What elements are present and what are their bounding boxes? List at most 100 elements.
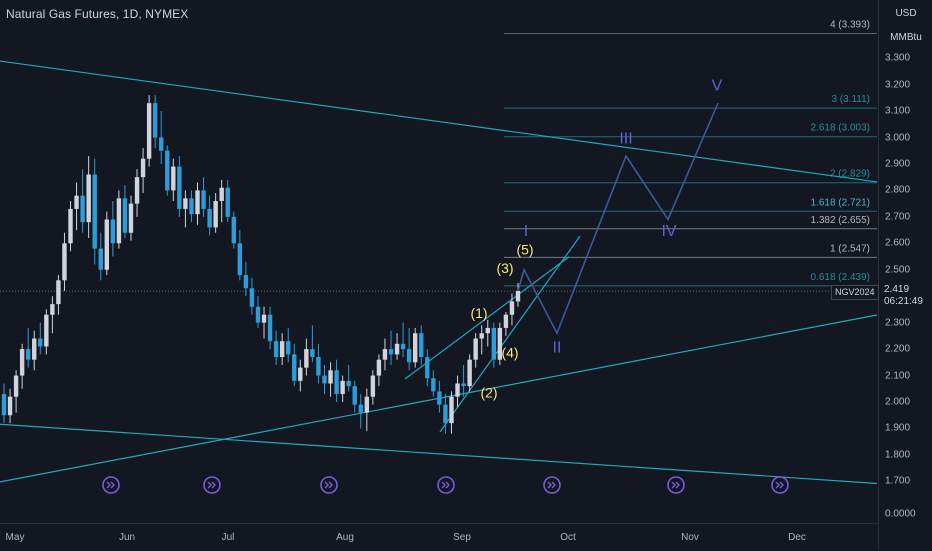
price-tick-label: 3.200 — [885, 79, 911, 91]
event-marker-icon[interactable] — [543, 476, 561, 494]
candle — [68, 200, 73, 252]
candle-body — [406, 349, 412, 363]
time-tick-label: May — [5, 532, 25, 543]
candle-body — [304, 349, 309, 368]
candle-body — [364, 396, 370, 413]
candle-body — [38, 338, 43, 347]
event-marker-ring — [667, 476, 685, 494]
candle-body — [189, 198, 194, 215]
time-tick-label: Dec — [788, 532, 806, 543]
event-marker-icon[interactable] — [667, 476, 685, 494]
fib-level-label: 2.618 (3.003) — [811, 123, 871, 134]
candle-body — [328, 370, 333, 384]
candle-body — [231, 216, 236, 244]
candle — [479, 325, 484, 355]
price-chart[interactable]: 4 (3.393) 3 (3.111) 2.618 (3.003) 2 (2.829)… — [0, 0, 878, 523]
price-tick-label: 1.700 — [885, 475, 911, 487]
candle — [515, 282, 521, 307]
candle-body — [273, 341, 279, 358]
event-marker-icon[interactable] — [320, 476, 338, 494]
candle — [32, 330, 37, 371]
trendline — [0, 423, 878, 485]
candle-body — [382, 349, 388, 360]
candle — [116, 190, 122, 249]
candle — [140, 148, 146, 194]
candle-body — [322, 375, 327, 384]
event-marker-icon[interactable] — [771, 476, 789, 494]
candle — [152, 95, 158, 149]
candle-body — [44, 314, 49, 347]
fib-level-label: 1.618 (2.721) — [811, 197, 871, 208]
price-tick-label: 2.200 — [885, 343, 911, 355]
candle-body — [110, 219, 116, 244]
candle-body — [376, 359, 382, 376]
time-tick-label: Sep — [453, 532, 471, 543]
candlesticks — [1, 95, 521, 434]
candle — [443, 394, 448, 434]
price-tick-label: 0.0000 — [885, 508, 916, 520]
candle-body — [316, 357, 321, 376]
candle — [50, 296, 55, 334]
candle — [92, 158, 97, 265]
candle-body — [195, 190, 200, 215]
price-tick-label: 2.100 — [885, 370, 911, 382]
event-marker-chevrons — [671, 481, 680, 489]
candle-body — [183, 198, 188, 209]
candle-body — [449, 396, 454, 424]
wave-projection-path — [517, 102, 719, 336]
candle — [394, 333, 400, 360]
candle — [437, 380, 442, 413]
time-axis[interactable]: May Jun Jul Aug Sep Oct Nov Dec — [0, 523, 878, 551]
unit-label[interactable]: MMBtu — [890, 32, 922, 43]
candle-body — [370, 375, 376, 397]
event-marker-chevrons — [106, 481, 115, 489]
candle — [74, 182, 79, 231]
candle-body — [334, 370, 339, 395]
candle-body — [62, 243, 67, 281]
candle-body — [491, 327, 497, 360]
candle — [467, 354, 472, 392]
last-price-value: 2.419 — [884, 284, 910, 295]
event-marker-icon[interactable] — [437, 476, 455, 494]
event-marker-ring — [203, 476, 221, 494]
candle-body — [503, 314, 509, 328]
candle — [376, 354, 382, 387]
candle — [134, 169, 140, 217]
candle-body — [213, 200, 218, 228]
candle — [56, 275, 61, 315]
candle-body — [261, 314, 267, 323]
candle-body — [437, 391, 442, 405]
candle-body — [515, 290, 521, 302]
candle — [413, 327, 418, 368]
event-marker-icon[interactable] — [102, 476, 120, 494]
price-tick-label: 2.500 — [885, 264, 911, 276]
candle-body — [207, 208, 212, 228]
candle — [128, 195, 134, 241]
candle — [455, 375, 460, 408]
currency-label[interactable]: USD — [895, 8, 917, 19]
candle-body — [104, 219, 109, 270]
candle-body — [346, 380, 351, 387]
candle — [104, 211, 109, 276]
event-marker-chevrons — [441, 481, 450, 489]
candle-body — [177, 166, 182, 209]
time-tick-label: Jul — [221, 532, 235, 543]
candle-body — [128, 203, 134, 233]
candle — [255, 296, 261, 328]
candle — [509, 293, 515, 326]
candle-body — [467, 359, 472, 387]
candle — [334, 359, 339, 402]
candle-body — [13, 375, 19, 397]
candle — [237, 230, 243, 281]
candle — [189, 190, 194, 223]
event-marker-icon[interactable] — [203, 476, 221, 494]
trendline — [404, 256, 570, 380]
event-marker-ring — [771, 476, 789, 494]
candle-body — [485, 327, 490, 334]
price-axis[interactable]: USD MMBtu 3.300 3.200 3.100 3.000 2.900 2.800… — [878, 0, 932, 550]
economic-event-markers[interactable] — [102, 476, 789, 494]
candle-body — [388, 349, 394, 355]
time-tick-label: Aug — [336, 532, 354, 543]
candle — [273, 330, 279, 365]
event-marker-ring — [543, 476, 561, 494]
